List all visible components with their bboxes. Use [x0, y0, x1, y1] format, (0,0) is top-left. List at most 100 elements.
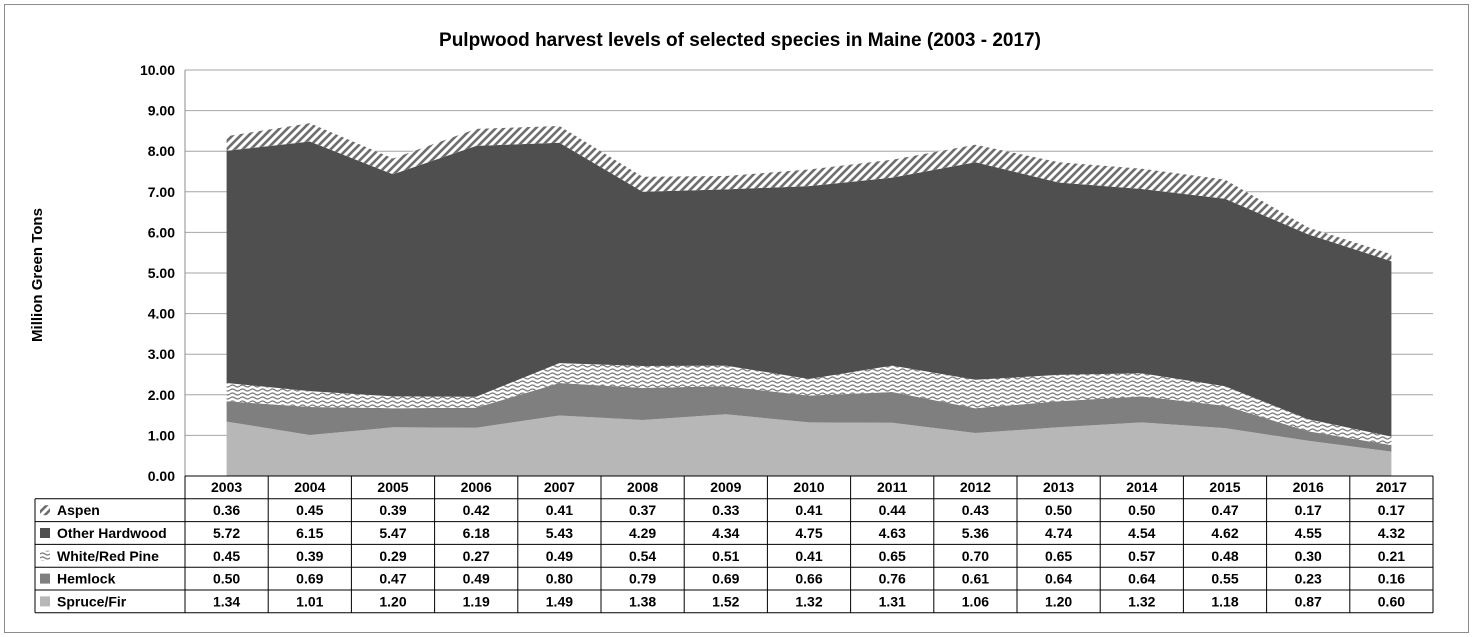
legend-key-aspen: [40, 505, 50, 516]
y-tick-label: 1.00: [148, 427, 175, 443]
data-label: 4.54: [1128, 525, 1155, 541]
data-label: 4.34: [712, 525, 739, 541]
data-label: 6.15: [296, 525, 323, 541]
data-label: 1.20: [379, 593, 406, 609]
x-category-label: 2016: [1293, 479, 1324, 495]
data-label: 0.76: [879, 571, 906, 587]
data-label: 0.60: [1378, 593, 1405, 609]
x-category-label: 2005: [377, 479, 408, 495]
data-label: 0.39: [379, 502, 406, 518]
data-label: 0.51: [712, 548, 739, 564]
data-label: 1.01: [296, 593, 323, 609]
data-label: 5.43: [546, 525, 573, 541]
data-label: 0.27: [463, 548, 490, 564]
data-label: 0.69: [296, 571, 323, 587]
series-label-aspen: Aspen: [57, 502, 100, 518]
series-label-white-red-pine: White/Red Pine: [57, 548, 159, 564]
area-white-red-pine: [226, 363, 1392, 446]
data-label: 0.50: [213, 571, 240, 587]
data-label: 0.64: [1128, 571, 1155, 587]
data-label: 4.62: [1211, 525, 1238, 541]
data-label: 0.17: [1378, 502, 1405, 518]
data-label: 0.45: [213, 548, 240, 564]
data-label: 0.21: [1378, 548, 1405, 564]
y-tick-label: 5.00: [148, 265, 175, 281]
data-label: 0.44: [879, 502, 906, 518]
chart-frame: [4, 4, 1469, 633]
x-category-label: 2004: [294, 479, 325, 495]
data-label: 0.39: [296, 548, 323, 564]
data-label: 0.65: [879, 548, 906, 564]
y-tick-label: 6.00: [148, 224, 175, 240]
data-label: 4.74: [1045, 525, 1072, 541]
data-label: 0.65: [1045, 548, 1072, 564]
data-label: 0.37: [629, 502, 656, 518]
data-label: 0.47: [1211, 502, 1238, 518]
data-label: 0.23: [1295, 571, 1322, 587]
x-category-label: 2013: [1043, 479, 1074, 495]
series-label-other-hardwood: Other Hardwood: [57, 525, 167, 541]
data-label: 0.69: [712, 571, 739, 587]
data-label: 5.36: [962, 525, 989, 541]
data-label: 0.70: [962, 548, 989, 564]
area-other-hardwood: [226, 141, 1392, 437]
x-category-label: 2011: [877, 479, 908, 495]
data-table: 2003 2004 2005 2006 2007 2008 2009 2010 2011 2012…: [34, 475, 1434, 614]
x-category-label: 2008: [627, 479, 658, 495]
data-label: 0.43: [962, 502, 989, 518]
chart-title: Pulpwood harvest levels of selected spec…: [439, 30, 1041, 51]
legend-key-other-hardwood: [40, 528, 50, 538]
data-label: 1.20: [1045, 593, 1072, 609]
series-label-hemlock: Hemlock: [57, 571, 116, 587]
data-label: 0.41: [546, 502, 573, 518]
x-category-label: 2015: [1209, 479, 1240, 495]
x-category-label: 2009: [710, 479, 741, 495]
x-category-label: 2012: [960, 479, 991, 495]
data-label: 0.48: [1211, 548, 1238, 564]
data-label: 1.06: [962, 593, 989, 609]
legend-key-hemlock: [40, 573, 50, 584]
x-category-label: 2010: [793, 479, 824, 495]
data-label: 6.18: [463, 525, 490, 541]
data-label: 0.57: [1128, 548, 1155, 564]
y-tick-label: 9.00: [148, 103, 175, 119]
data-label: 0.47: [379, 571, 406, 587]
data-label: 1.19: [463, 593, 490, 609]
data-label: 1.52: [712, 593, 739, 609]
data-label: 0.41: [795, 502, 822, 518]
data-label: 1.31: [879, 593, 906, 609]
data-label: 0.49: [463, 571, 490, 587]
data-label: 0.50: [1045, 502, 1072, 518]
data-label: 0.29: [379, 548, 406, 564]
area-spruce-fir: [226, 414, 1392, 476]
data-label: 0.55: [1211, 571, 1238, 587]
data-label: 4.55: [1295, 525, 1322, 541]
y-tick-label: 7.00: [148, 184, 175, 200]
x-category-label: 2017: [1376, 479, 1407, 495]
area-hemlock: [226, 383, 1392, 452]
data-label: 1.18: [1211, 593, 1238, 609]
data-label: 0.33: [712, 502, 739, 518]
x-category-label: 2003: [211, 479, 242, 495]
series-label-spruce-fir: Spruce/Fir: [57, 593, 127, 609]
y-tick-label: 0.00: [148, 468, 175, 484]
data-label: 4.75: [795, 525, 822, 541]
x-category-label: 2014: [1126, 479, 1157, 495]
data-label: 0.41: [795, 548, 822, 564]
legend-key-white-red-pine: [40, 550, 50, 561]
data-label: 4.29: [629, 525, 656, 541]
data-label: 0.16: [1378, 571, 1405, 587]
data-label: 0.64: [1045, 571, 1072, 587]
data-label: 0.79: [629, 571, 656, 587]
data-label: 0.87: [1295, 593, 1322, 609]
data-label: 0.45: [296, 502, 323, 518]
data-label: 0.30: [1295, 548, 1322, 564]
data-label: 1.34: [213, 593, 240, 609]
data-label: 0.61: [962, 571, 989, 587]
y-tick-label: 10.00: [140, 62, 175, 78]
data-label: 0.50: [1128, 502, 1155, 518]
y-tick-label: 4.00: [148, 306, 175, 322]
data-label: 5.72: [213, 525, 240, 541]
data-label: 1.38: [629, 593, 656, 609]
